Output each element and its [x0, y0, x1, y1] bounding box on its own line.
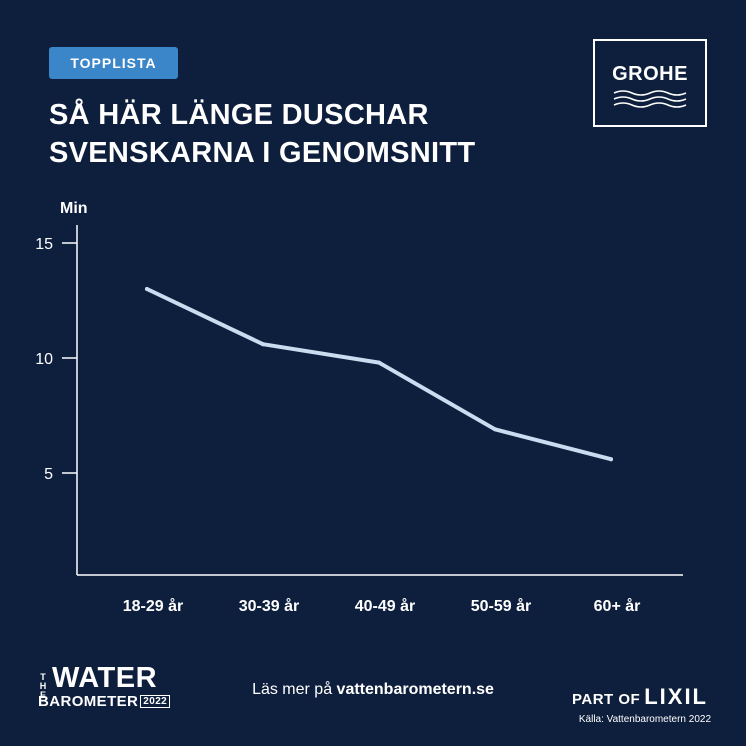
water-barometer-logo: THE WATER BAROMETER 2022	[38, 662, 178, 711]
line-chart: Min 5 10 15 18-29 år 30-39 år 40-49 år 50-59 …	[35, 200, 683, 615]
title-line-2: SVENSKARNA I GENOMSNITT	[49, 137, 476, 169]
y-tick-label: 10	[35, 351, 53, 368]
y-tick-label: 5	[44, 466, 53, 483]
grohe-logo: GROHE	[593, 39, 707, 127]
data-point	[493, 427, 497, 432]
y-tick-label: 15	[35, 236, 53, 253]
category-badge: TOPPLISTA	[49, 47, 178, 79]
brand-barometer-word: BAROMETER	[38, 693, 139, 710]
page-title: SÅ HÄR LÄNGE DUSCHAR SVENSKARNA I GENOMS…	[49, 96, 475, 172]
brand-the-text: THE	[39, 672, 47, 700]
title-line-1: SÅ HÄR LÄNGE DUSCHAR	[49, 99, 429, 131]
data-point	[609, 457, 613, 462]
waves-icon	[613, 90, 687, 108]
part-of-text: PART OF	[572, 691, 641, 708]
source-note: Källa: Vattenbarometern 2022	[578, 714, 711, 725]
brand-year: 2022	[140, 695, 171, 708]
read-more-link[interactable]: vattenbarometern.se	[336, 681, 494, 698]
y-axis-label: Min	[60, 200, 88, 217]
lixil-logo: PART OF LIXIL	[572, 684, 708, 710]
x-tick-label: 30-39 år	[239, 597, 300, 615]
x-tick-label: 50-59 år	[471, 597, 532, 615]
brand-water-text: WATER	[52, 662, 158, 694]
lixil-text: LIXIL	[644, 684, 708, 709]
x-tick-label: 60+ år	[594, 597, 641, 615]
data-point	[377, 360, 381, 365]
data-point	[145, 287, 149, 291]
grohe-logo-text: GROHE	[612, 63, 688, 85]
x-tick-label: 18-29 år	[123, 597, 184, 615]
read-more-prefix: Läs mer på	[252, 681, 337, 698]
brand-barometer-text: BAROMETER 2022	[38, 693, 171, 710]
series-line	[145, 287, 613, 462]
data-point	[261, 342, 265, 347]
x-tick-label: 40-49 år	[355, 597, 416, 615]
read-more-text: Läs mer på vattenbarometern.se	[0, 681, 746, 699]
